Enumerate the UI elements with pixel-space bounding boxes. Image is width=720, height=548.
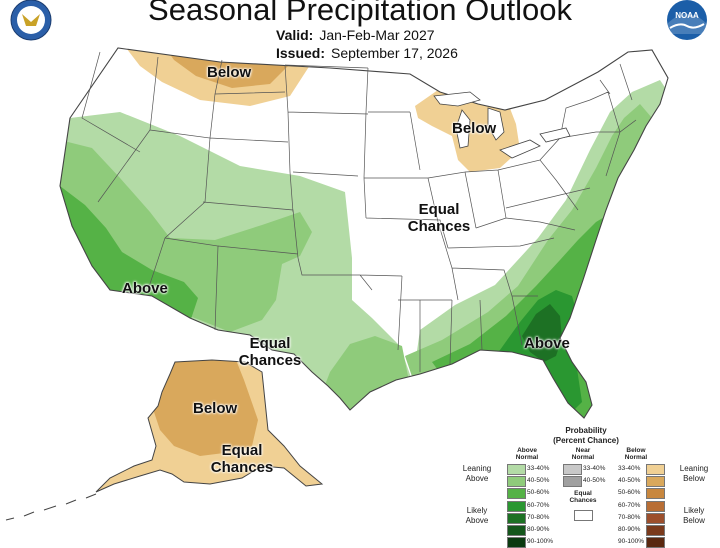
likely-below-line1: Likely [683,506,705,515]
legend-below-header-line1: Below [626,447,646,454]
label-equal-chances-alaska: Equal Chances [208,442,276,476]
legend-near-swatch-0 [563,464,582,475]
equal-chances-alaska-line2: Chances [210,459,274,476]
legend-above-label-5: 80-90% [527,526,550,533]
legend-above-header: Above Normal [507,447,547,461]
valid-line: Valid: Jan-Feb-Mar 2027 [276,27,435,43]
legend-above-swatch-6 [507,537,526,548]
great-lakes [433,91,571,159]
legend-above-swatch-3 [507,500,526,512]
legend-near-header-line1: Near [575,447,591,454]
likely-below-line2: Below [683,516,705,525]
probability-legend: Probability (Percent Chance) Above Norma… [455,424,717,548]
legend-below-label-0: 33-40% [618,465,641,472]
legend-likely-below: Likely Below [672,506,716,526]
noaa-logo-text: NOAA [675,11,699,20]
legend-below-label-1: 40-50% [618,477,641,485]
legend-title: Probability [565,426,607,435]
legend-below-swatch-0 [646,464,665,475]
legend-above-header-line2: Normal [515,454,539,461]
legend-above-label-6: 90-100% [527,538,554,546]
equal-chances-texas-line1: Equal [249,335,291,352]
legend-near-header-line2: Normal [571,454,595,461]
label-below-north: Below [207,64,252,81]
legend-above-swatch-0 [507,464,526,475]
label-equal-chances-texas: Equal Chances [236,335,304,369]
issued-line: Issued: September 17, 2026 [276,45,458,61]
legend-below-label-6: 90-100% [618,538,645,546]
legend-below-label-4: 70-80% [618,513,641,521]
label-below-alaska: Below [193,400,238,417]
leaning-below-line1: Leaning [679,464,709,473]
legend-swatch-equal [574,510,593,521]
equal-chances-central-line2: Chances [407,218,471,235]
legend-leaning-above: Leaning Above [457,464,497,484]
leaning-above-line2: Above [465,474,489,483]
legend-above-header-line1: Above [517,447,537,454]
legend-above-swatch-4 [507,512,526,524]
label-above-southeast: Above [524,335,570,352]
legend-below-swatch-2 [646,488,665,500]
state-borders [81,51,637,372]
legend-below-swatch-6 [646,537,665,548]
label-below-great-lakes: Below [452,120,497,137]
leaning-above-line1: Leaning [462,464,492,473]
above-70-80-georgia-region [522,304,562,362]
equal-chances-central-line1: Equal [418,201,460,218]
likely-above-line1: Likely [466,506,488,515]
legend-above-swatch-5 [507,525,526,536]
legend-below-swatch-5 [646,525,665,536]
legend-below-label-3: 60-70% [618,501,641,509]
below-40-50-alaska-region [150,360,258,456]
legend-likely-above: Likely Above [457,506,497,526]
legend-above-swatch-2 [507,488,526,500]
equal-chances-texas-line2: Chances [238,352,302,369]
label-equal-chances-central: Equal Chances [405,201,473,235]
legend-equal-line2: Chances [569,497,597,504]
valid-label: Valid: [276,27,314,43]
aleutian-islands [5,493,97,521]
legend-below-swatch-1 [646,476,665,488]
commerce-logo [10,0,52,41]
legend-leaning-below: Leaning Below [672,464,716,484]
map-title: Seasonal Precipitation Outlook [148,0,572,27]
legend-above-label-3: 60-70% [527,501,550,509]
legend-above-label-2: 50-60% [527,489,550,497]
legend-below-label-5: 80-90% [618,526,641,533]
valid-value: Jan-Feb-Mar 2027 [319,27,435,43]
legend-near-header: Near Normal [563,447,603,461]
legend-below-label-2: 50-60% [618,489,641,497]
issued-label: Issued: [276,45,326,61]
legend-below-header: Below Normal [616,447,656,461]
label-above-west: Above [122,280,168,297]
legend-subtitle: (Percent Chance) [553,436,619,445]
legend-near-swatch-1 [563,476,582,488]
legend-near-label-0: 33-40% [583,465,606,472]
leaning-below-line2: Below [683,474,705,483]
conus-outlook [59,47,669,419]
legend-above-swatch-1 [507,476,526,488]
equal-chances-alaska-line1: Equal [221,442,263,459]
legend-equal-line1: Equal [574,490,592,497]
legend-below-swatch-4 [646,512,665,524]
legend-below-header-line2: Normal [624,454,648,461]
legend-equal-chances: Equal Chances [563,490,603,504]
issued-value: September 17, 2026 [331,45,458,61]
legend-above-label-4: 70-80% [527,513,550,521]
legend-above-label-1: 40-50% [527,477,550,485]
legend-near-label-1: 40-50% [583,477,606,485]
likely-above-line2: Above [465,516,489,525]
noaa-logo: NOAA [667,0,707,40]
legend-above-label-0: 33-40% [527,465,550,472]
alaska-outlook [5,359,323,521]
legend-below-swatch-3 [646,500,665,512]
